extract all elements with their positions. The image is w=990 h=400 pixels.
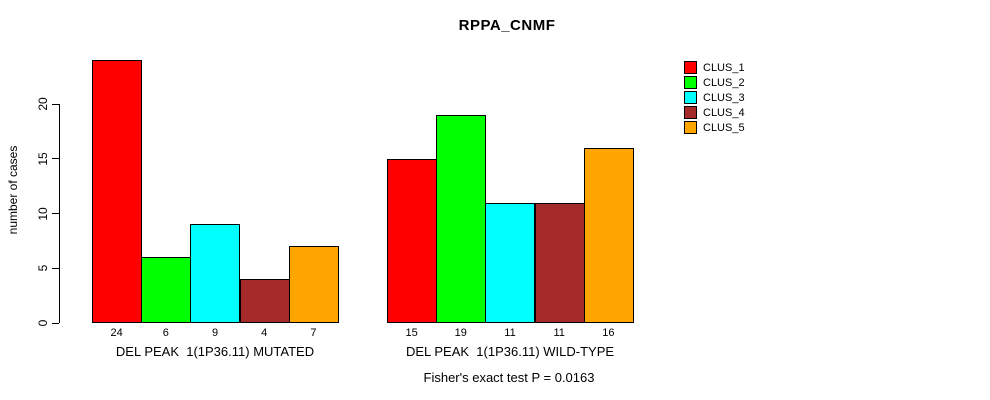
- bar: [92, 60, 142, 323]
- bar: [535, 203, 585, 323]
- bar-value-label: 4: [261, 327, 268, 339]
- legend-label: CLUS_5: [703, 121, 745, 134]
- legend-swatch: [684, 76, 697, 89]
- legend-row: CLUS_2: [684, 75, 745, 90]
- group-axis-label: DEL PEAK 1(1P36.11) MUTATED: [115, 344, 315, 359]
- legend-label: CLUS_1: [703, 61, 745, 74]
- legend-swatch: [684, 121, 697, 134]
- bar: [289, 246, 339, 323]
- legend-row: CLUS_1: [684, 60, 745, 75]
- legend-swatch: [684, 61, 697, 74]
- y-axis-tick: [52, 103, 59, 105]
- legend-row: CLUS_5: [684, 120, 745, 135]
- bar-value-label: 19: [454, 327, 467, 339]
- bar-value-label: 11: [504, 327, 516, 339]
- bar-value-label: 15: [405, 327, 418, 339]
- y-axis-label: number of cases: [6, 145, 20, 235]
- legend-label: CLUS_3: [703, 91, 745, 104]
- legend-row: CLUS_4: [684, 105, 745, 120]
- bar: [387, 159, 437, 323]
- y-axis-tick: [52, 213, 59, 214]
- bar-value-label: 7: [310, 327, 317, 339]
- bar-value-label: 6: [162, 327, 169, 339]
- y-axis-tick-label: 5: [36, 264, 50, 272]
- bar-value-label: 9: [211, 327, 219, 339]
- legend-row: CLUS_3: [684, 90, 745, 105]
- y-axis-tick-label: 15: [36, 152, 50, 166]
- y-axis-tick-label: 10: [36, 206, 50, 221]
- bar: [240, 279, 290, 323]
- legend-swatch: [684, 106, 697, 119]
- bar: [141, 257, 191, 323]
- legend: CLUS_1 CLUS_2 CLUS_3 CLUS_4 CLUS_5: [684, 60, 745, 135]
- bar: [190, 224, 240, 323]
- bar-value-label: 11: [553, 327, 565, 339]
- y-axis-tick: [52, 322, 59, 324]
- bar: [485, 203, 535, 323]
- y-axis-tick: [52, 267, 59, 269]
- y-axis-tick: [52, 158, 59, 160]
- legend-swatch: [684, 91, 697, 104]
- group-axis-label: DEL PEAK 1(1P36.11) WILD-TYPE: [405, 344, 615, 359]
- bar-value-label: 24: [110, 327, 123, 339]
- bar: [584, 148, 634, 323]
- legend-label: CLUS_4: [703, 106, 745, 119]
- bar: [436, 115, 486, 323]
- chart-title: RPPA_CNMF: [458, 17, 556, 34]
- legend-label: CLUS_2: [703, 76, 745, 89]
- y-axis-line: [59, 104, 60, 323]
- y-axis-tick-label: 20: [36, 97, 50, 111]
- y-axis-tick-label: 0: [36, 319, 50, 327]
- bar-value-label: 16: [602, 327, 615, 339]
- fisher-test-annotation: Fisher's exact test P = 0.0163: [423, 370, 595, 385]
